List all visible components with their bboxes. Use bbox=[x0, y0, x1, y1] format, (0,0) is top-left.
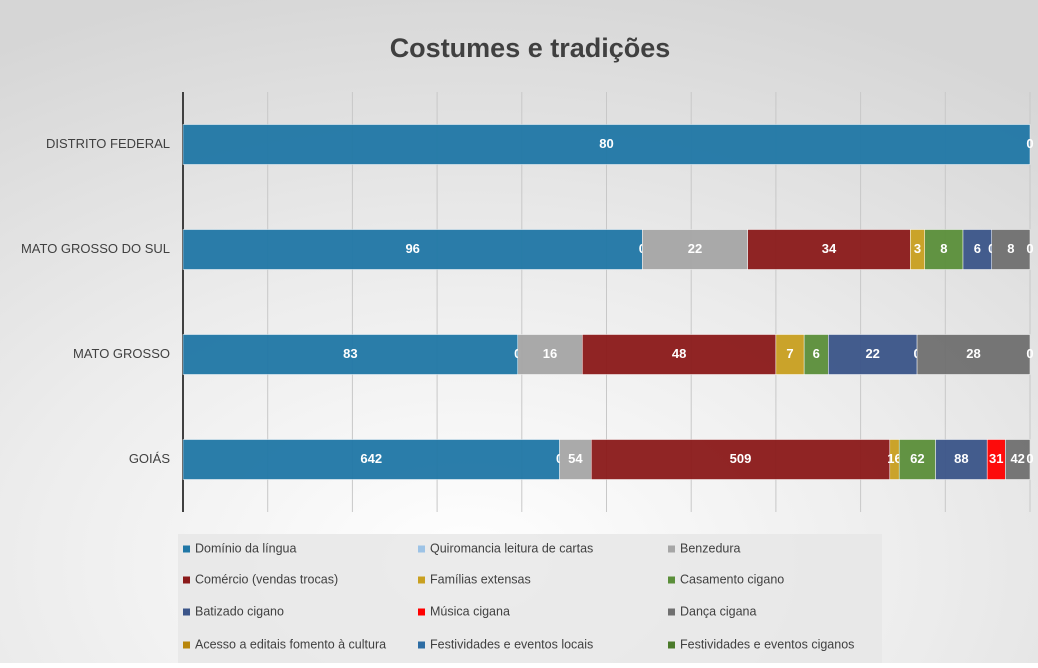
data-label: 642 bbox=[360, 451, 382, 466]
data-label: 34 bbox=[822, 241, 837, 256]
legend-label: Festividades e eventos ciganos bbox=[680, 637, 854, 651]
data-label: 0 bbox=[1026, 346, 1033, 361]
data-label: 28 bbox=[966, 346, 980, 361]
legend-swatch bbox=[418, 545, 425, 553]
legend-label: Comércio (vendas trocas) bbox=[195, 572, 338, 586]
legend-label: Casamento cigano bbox=[680, 572, 784, 586]
data-label: 8 bbox=[1007, 241, 1014, 256]
legend-label: Festividades e eventos locais bbox=[430, 637, 593, 651]
data-label: 62 bbox=[910, 451, 924, 466]
data-label: 48 bbox=[672, 346, 686, 361]
legend-label: Domínio da língua bbox=[195, 541, 297, 555]
legend-swatch bbox=[183, 608, 190, 616]
legend-swatch bbox=[418, 641, 425, 649]
data-label: 3 bbox=[914, 241, 921, 256]
legend-label: Benzedura bbox=[680, 541, 741, 555]
bar-segment bbox=[582, 334, 777, 375]
data-label: 0 bbox=[1026, 451, 1033, 466]
bar-segment bbox=[962, 229, 992, 270]
data-label: 88 bbox=[954, 451, 968, 466]
legend-label: Famílias extensas bbox=[430, 572, 531, 586]
data-label: 22 bbox=[688, 241, 702, 256]
legend-swatch bbox=[668, 641, 675, 649]
data-label: 22 bbox=[865, 346, 879, 361]
data-label: 16 bbox=[887, 451, 901, 466]
legend-box bbox=[178, 534, 882, 663]
legend-swatch bbox=[668, 608, 675, 616]
legend-label: Batizado cigano bbox=[195, 604, 284, 618]
data-label: 16 bbox=[543, 346, 557, 361]
legend-swatch bbox=[418, 576, 425, 584]
y-tick-label: MATO GROSSO bbox=[73, 346, 170, 361]
y-tick-label: GOIÁS bbox=[129, 451, 171, 466]
legend-swatch bbox=[668, 576, 675, 584]
data-label: 96 bbox=[405, 241, 419, 256]
bar-segment bbox=[182, 334, 519, 375]
data-label: 6 bbox=[813, 346, 820, 361]
chart-title: Costumes e tradições bbox=[390, 33, 671, 63]
bar-segment bbox=[559, 439, 592, 480]
bar-segment bbox=[803, 334, 829, 375]
legend-label: Quiromancia leitura de cartas bbox=[430, 541, 593, 555]
bar-segment bbox=[828, 334, 918, 375]
bar-segment bbox=[1005, 439, 1031, 480]
data-label: 0 bbox=[1026, 136, 1033, 151]
bar-segment bbox=[935, 439, 988, 480]
legend-swatch bbox=[418, 608, 425, 616]
bar-segment bbox=[916, 334, 1031, 375]
legend-label: Acesso a editais fomento à cultura bbox=[195, 637, 386, 651]
data-label: 83 bbox=[343, 346, 357, 361]
legend-swatch bbox=[183, 576, 190, 584]
bar-segment bbox=[747, 229, 911, 270]
bar-segment bbox=[182, 229, 643, 270]
data-label: 42 bbox=[1010, 451, 1024, 466]
bar-segment bbox=[182, 124, 1031, 165]
data-label: 31 bbox=[989, 451, 1003, 466]
legend-swatch bbox=[183, 641, 190, 649]
legend-swatch bbox=[668, 545, 675, 553]
y-tick-label: MATO GROSSO DO SUL bbox=[21, 241, 170, 256]
legend-label: Dança cigana bbox=[680, 604, 756, 618]
data-label: 54 bbox=[568, 451, 583, 466]
data-label: 6 bbox=[974, 241, 981, 256]
bar-segment bbox=[991, 229, 1031, 270]
data-label: 7 bbox=[786, 346, 793, 361]
bar-segment bbox=[590, 439, 891, 480]
bar-segment bbox=[775, 334, 805, 375]
data-label: 80 bbox=[599, 136, 613, 151]
y-tick-label: DISTRITO FEDERAL bbox=[46, 136, 170, 151]
data-label: 8 bbox=[940, 241, 947, 256]
legend-label: Música cigana bbox=[430, 604, 510, 618]
data-label: 509 bbox=[730, 451, 752, 466]
legend-swatch bbox=[183, 545, 190, 553]
bar-segment bbox=[924, 229, 964, 270]
bar-segment bbox=[182, 439, 560, 480]
data-label: 0 bbox=[1026, 241, 1033, 256]
